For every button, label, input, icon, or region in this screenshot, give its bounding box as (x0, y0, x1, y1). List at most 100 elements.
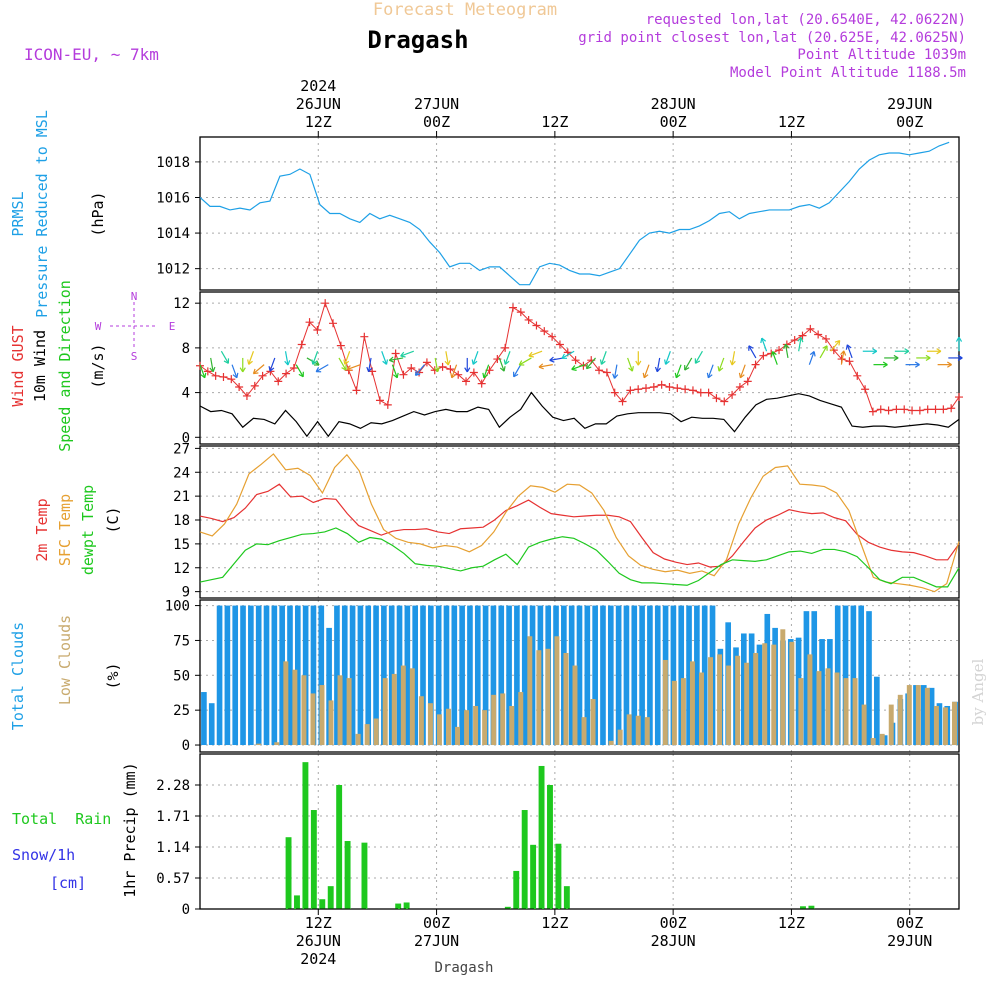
total-cloud-bar (748, 633, 755, 746)
total-cloud-bar (756, 644, 763, 746)
y-tick-label: 1.71 (156, 809, 190, 825)
gust-marker (329, 319, 338, 328)
total-cloud-bar (623, 605, 630, 746)
wind-arrow-head (599, 359, 606, 365)
wind-arrow (381, 351, 388, 365)
y-tick-label: 100 (165, 599, 190, 615)
y-tick-label: 0.57 (156, 871, 190, 887)
gust-marker (571, 356, 580, 365)
wind-arrow (538, 364, 553, 368)
wind-arrow (808, 351, 815, 365)
total-cloud-bar (255, 605, 262, 746)
low-cloud-bar (635, 715, 641, 746)
bottom-time-label: 26JUN (296, 932, 341, 950)
gust-marker (775, 346, 784, 355)
total-cloud-bar (521, 605, 528, 746)
rain-bar (521, 810, 528, 909)
gust-marker (516, 308, 525, 317)
rain-bar (361, 842, 368, 909)
total-cloud-bar (279, 605, 285, 746)
total-cloud-bar (443, 605, 450, 746)
wind-arrow (707, 364, 714, 379)
low-cloud-bar (355, 733, 361, 746)
wind-arrow-head (957, 354, 963, 362)
total-cloud-bar (318, 605, 325, 746)
total-cloud-bar (341, 605, 348, 746)
total-cloud-bar (435, 605, 442, 746)
wind-arrow-head (571, 365, 577, 371)
total-cloud-bar (866, 611, 872, 746)
wind-arrow-head (684, 365, 690, 371)
temp-labels: 2m Temp SFC Temp dewpt Temp (C) (33, 485, 122, 575)
gust-marker (955, 393, 963, 402)
pressure-panel: 1012 1014 1016 1018 (156, 136, 960, 291)
wind-arrow-head (549, 356, 555, 363)
rain-bar (538, 765, 545, 909)
wind-arrow-head (748, 345, 754, 351)
wind-arrow (312, 351, 319, 365)
low-cloud-bar (373, 718, 379, 746)
rain-bar (294, 895, 300, 909)
dewpt-label: dewpt Temp (79, 485, 97, 575)
low-cloud-bar (644, 717, 650, 746)
gust-marker (751, 360, 760, 369)
clouds-panel: 0 25 50 75 100 (165, 599, 960, 754)
wind-arrow-head (822, 345, 828, 351)
wind-arrow-head (635, 360, 642, 366)
gust-marker (555, 340, 564, 349)
panel-frame (199, 136, 960, 291)
top-time-label: 27JUN (414, 95, 459, 113)
gust-marker (688, 386, 697, 395)
low-cloud-bar (933, 705, 939, 746)
y-tick-label: 12 (173, 296, 190, 312)
low-cloud-bar (283, 661, 289, 746)
gust-marker (915, 406, 924, 415)
rain-bar (547, 785, 553, 909)
rain-bar (302, 762, 309, 909)
wind-arrow (600, 351, 607, 365)
low-cloud-bar (906, 685, 912, 746)
gust-marker (735, 383, 744, 391)
wind-arrow-head (444, 360, 451, 366)
top-time-label: 00Z (423, 113, 450, 131)
total-cloud-bar (600, 605, 606, 746)
wind-arrow (344, 351, 351, 365)
y-tick-label: 27 (173, 441, 190, 457)
low-cloud-bar (545, 648, 551, 746)
low-cloud-bar (762, 643, 768, 746)
total-cloud-bar (920, 685, 927, 746)
wind-arrow (269, 357, 276, 372)
rain-bar (530, 844, 537, 909)
watermark: by Angel (969, 658, 987, 725)
low-cloud-bar (771, 644, 777, 746)
low-cloud-bar (870, 738, 876, 746)
low-cloud-bar (464, 710, 470, 746)
wind-arrow-head (538, 363, 544, 370)
wind-arrow (346, 364, 361, 370)
gust-marker (743, 377, 752, 386)
wind-arrow-head (223, 358, 230, 364)
total-cloud-bar (334, 605, 340, 746)
low-cloud-bar (527, 636, 533, 746)
top-time-label: 00Z (660, 113, 687, 131)
total-cloud-bar (607, 605, 614, 746)
gust-marker (868, 407, 877, 416)
wind-unit: (m/s) (89, 343, 107, 388)
rain-bar (555, 843, 562, 909)
wind-arrow-head (694, 358, 701, 364)
low-cloud-bar (455, 726, 461, 746)
low-cloud-bar (680, 678, 686, 746)
gust-marker (203, 367, 212, 376)
gust-marker (728, 390, 737, 399)
wind-arrow (338, 357, 347, 371)
gust-marker (595, 366, 604, 375)
low-cloud-bar (879, 733, 885, 746)
total-cloud-bar (819, 639, 825, 746)
rain-bar (344, 841, 351, 909)
wind-arrow (483, 364, 490, 379)
wind-arrow-head (252, 368, 259, 375)
wind-arrow-head (346, 365, 353, 371)
cloud-labels: Total Clouds Low Clouds (%) (9, 615, 122, 730)
y-tick-label: 1012 (156, 262, 190, 278)
total-cloud-bar (647, 605, 653, 746)
